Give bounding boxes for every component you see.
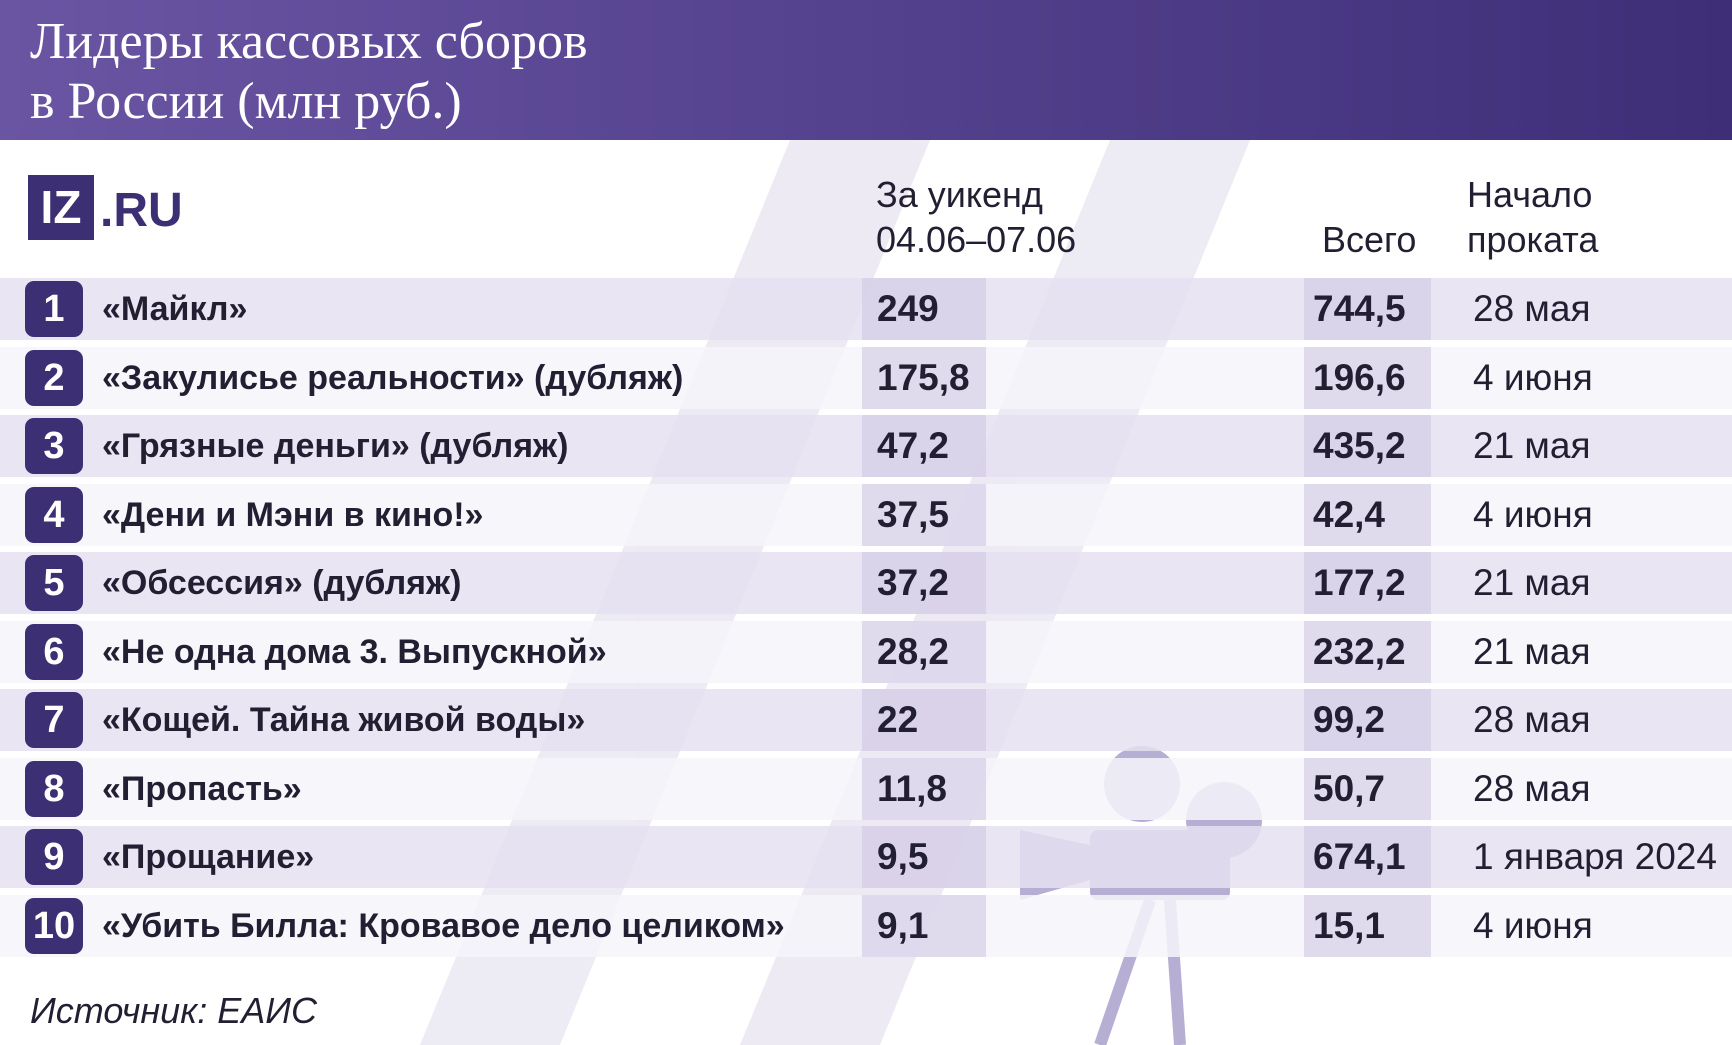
weekend-value: 11,8 xyxy=(877,767,947,809)
rank-badge: 2 xyxy=(25,349,83,406)
release-date: 21 мая xyxy=(1473,562,1591,603)
film-title: «Майкл» xyxy=(102,290,248,328)
weekend-column-band xyxy=(862,757,986,820)
total-value: 674,1 xyxy=(1313,836,1406,877)
total-value: 42,4 xyxy=(1313,493,1386,535)
film-title: «Грязные деньги» (дубляж) xyxy=(102,427,569,465)
rank-badge: 5 xyxy=(25,555,83,611)
rank-badge: 6 xyxy=(25,623,83,680)
film-title: «Пропасть» xyxy=(102,769,302,808)
film-title: «Прощание» xyxy=(102,838,315,876)
rank-badge: 7 xyxy=(25,692,83,748)
column-header: 04.06–07.06 xyxy=(876,219,1077,260)
release-date: 4 июня xyxy=(1473,356,1593,398)
weekend-value: 28,2 xyxy=(877,630,950,672)
total-column-band xyxy=(1304,620,1431,683)
film-title: «Кощей. Тайна живой воды» xyxy=(102,701,586,739)
total-column-band xyxy=(1304,415,1431,477)
total-value: 435,2 xyxy=(1313,425,1406,466)
weekend-value: 249 xyxy=(877,288,939,329)
total-column-band xyxy=(1304,894,1431,957)
total-value: 196,6 xyxy=(1313,356,1406,398)
weekend-column-band xyxy=(862,620,986,683)
weekend-value: 37,2 xyxy=(877,562,950,603)
logo-domain: .RU xyxy=(100,184,183,237)
release-date: 21 мая xyxy=(1473,630,1591,672)
weekend-column-band xyxy=(862,278,986,340)
rank-badge: 1 xyxy=(25,281,83,337)
total-column-band xyxy=(1304,757,1431,820)
weekend-column-band xyxy=(862,483,986,546)
film-title: «Закулисье реальности» (дубляж) xyxy=(102,358,684,397)
weekend-column-band xyxy=(862,894,986,957)
column-header: За уикенд xyxy=(876,174,1043,215)
film-title: «Обсессия» (дубляж) xyxy=(102,564,462,602)
weekend-value: 37,5 xyxy=(877,493,950,535)
weekend-value: 9,5 xyxy=(877,836,929,877)
rank-badge: 3 xyxy=(25,418,83,474)
rank-badge: 10 xyxy=(25,897,83,954)
weekend-value: 22 xyxy=(877,699,919,740)
release-date: 4 июня xyxy=(1473,904,1593,946)
total-column-band xyxy=(1304,346,1431,409)
release-date: 28 мая xyxy=(1473,288,1591,329)
total-column-band xyxy=(1304,689,1431,751)
total-column-band xyxy=(1304,552,1431,614)
rank-badge: 8 xyxy=(25,760,83,817)
film-title: «Убить Билла: Кровавое дело целиком» xyxy=(102,906,785,945)
total-value: 232,2 xyxy=(1313,630,1406,672)
total-column-band xyxy=(1304,483,1431,546)
title: Лидеры кассовых сборов xyxy=(30,13,588,70)
column-header: Всего xyxy=(1322,219,1417,260)
column-header: проката xyxy=(1467,219,1599,260)
weekend-value: 47,2 xyxy=(877,425,950,466)
film-title: «Дени и Мэни в кино!» xyxy=(102,495,484,534)
total-value: 177,2 xyxy=(1313,562,1406,603)
release-date: 21 мая xyxy=(1473,425,1591,466)
title: в России (млн руб.) xyxy=(30,73,462,130)
rank-badge: 4 xyxy=(25,486,83,543)
source: Источник: ЕАИС xyxy=(30,990,317,1031)
weekend-column-band xyxy=(862,552,986,614)
total-column-band xyxy=(1304,278,1431,340)
weekend-value: 175,8 xyxy=(877,356,970,398)
total-column-band xyxy=(1304,826,1431,888)
column-header: Начало xyxy=(1467,174,1593,215)
rank-badge: 9 xyxy=(25,829,83,885)
release-date: 28 мая xyxy=(1473,699,1591,740)
weekend-column-band xyxy=(862,689,986,751)
release-date: 28 мая xyxy=(1473,767,1591,809)
header-band xyxy=(0,0,1732,140)
weekend-column-band xyxy=(862,826,986,888)
weekend-value: 9,1 xyxy=(877,904,929,946)
film-title: «Не одна дома 3. Выпускной» xyxy=(102,632,607,671)
total-value: 15,1 xyxy=(1313,904,1386,946)
release-date: 4 июня xyxy=(1473,493,1593,535)
total-value: 99,2 xyxy=(1313,699,1386,740)
weekend-column-band xyxy=(862,346,986,409)
total-value: 50,7 xyxy=(1313,767,1386,809)
total-value: 744,5 xyxy=(1313,288,1406,329)
weekend-column-band xyxy=(862,415,986,477)
logo-mark: IZ xyxy=(28,175,94,240)
release-date: 1 января 2024 xyxy=(1473,836,1717,877)
